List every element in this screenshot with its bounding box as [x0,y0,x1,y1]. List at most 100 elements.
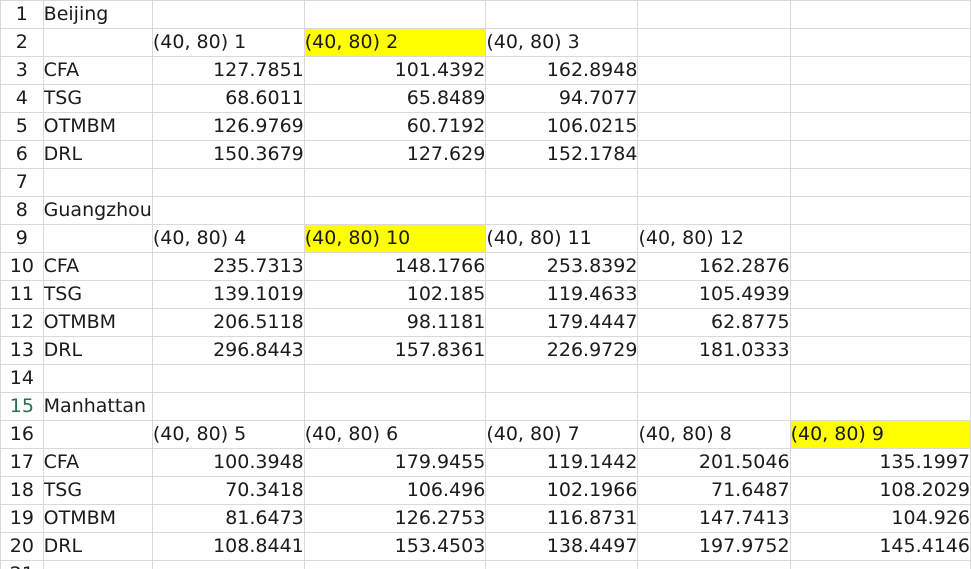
sheet-cell[interactable] [789,28,971,57]
sheet-cell[interactable]: 127.7851 [151,56,305,85]
row-header[interactable]: 19 [0,504,44,533]
sheet-cell[interactable]: 100.3948 [151,448,305,477]
row-header[interactable]: 21 [0,560,44,569]
sheet-cell[interactable] [637,28,791,57]
sheet-cell[interactable] [789,364,971,393]
sheet-cell[interactable]: 126.2753 [303,504,487,533]
sheet-cell[interactable] [637,140,791,169]
sheet-cell[interactable] [789,112,971,141]
row-header[interactable]: 4 [0,84,44,113]
sheet-cell[interactable]: 68.6011 [151,84,305,113]
sheet-cell[interactable]: (40, 80) 1 [151,28,305,57]
sheet-cell[interactable]: 181.0333 [637,336,791,365]
sheet-cell[interactable] [789,84,971,113]
sheet-cell[interactable] [151,168,305,197]
sheet-cell[interactable]: 226.9729 [485,336,639,365]
sheet-cell[interactable]: CFA [42,56,153,85]
sheet-cell[interactable] [789,280,971,309]
sheet-cell[interactable]: 106.496 [303,476,487,505]
sheet-cell[interactable]: (40, 80) 5 [151,420,305,449]
sheet-cell[interactable] [485,168,639,197]
sheet-cell[interactable]: CFA [42,252,153,281]
sheet-cell[interactable]: (40, 80) 8 [637,420,791,449]
sheet-cell[interactable]: 206.5118 [151,308,305,337]
row-header[interactable]: 9 [0,224,44,253]
sheet-cell[interactable]: 148.1766 [303,252,487,281]
sheet-cell[interactable]: 153.4503 [303,532,487,561]
sheet-cell[interactable] [42,364,153,393]
sheet-cell[interactable]: OTMBM [42,504,153,533]
row-header[interactable]: 6 [0,140,44,169]
sheet-cell[interactable]: 162.8948 [485,56,639,85]
sheet-cell[interactable] [485,392,639,421]
sheet-cell[interactable]: 119.1442 [485,448,639,477]
sheet-cell[interactable]: 94.7077 [485,84,639,113]
sheet-cell[interactable]: 60.7192 [303,112,487,141]
sheet-cell[interactable]: (40, 80) 3 [485,28,639,57]
sheet-cell[interactable] [789,168,971,197]
sheet-cell[interactable] [151,0,305,29]
row-header[interactable]: 1 [0,0,44,29]
row-header[interactable]: 17 [0,448,44,477]
sheet-cell[interactable]: 147.7413 [637,504,791,533]
sheet-cell[interactable]: 65.8489 [303,84,487,113]
sheet-cell[interactable]: DRL [42,532,153,561]
row-header[interactable]: 18 [0,476,44,505]
sheet-cell[interactable]: (40, 80) 12 [637,224,791,253]
sheet-cell[interactable]: CFA [42,448,153,477]
sheet-cell[interactable]: (40, 80) 7 [485,420,639,449]
sheet-cell[interactable]: 108.2029 [789,476,971,505]
row-header[interactable]: 15 [0,392,44,421]
sheet-cell[interactable] [42,168,153,197]
sheet-cell[interactable] [637,196,791,225]
sheet-cell[interactable]: 116.8731 [485,504,639,533]
sheet-cell[interactable]: 119.4633 [485,280,639,309]
sheet-cell[interactable] [637,560,791,569]
sheet-cell[interactable]: 162.2876 [637,252,791,281]
sheet-cell[interactable] [637,84,791,113]
sheet-cell[interactable]: TSG [42,280,153,309]
sheet-cell[interactable]: 179.9455 [303,448,487,477]
sheet-cell[interactable]: 152.1784 [485,140,639,169]
sheet-cell[interactable] [42,420,153,449]
row-header[interactable]: 20 [0,532,44,561]
sheet-cell[interactable]: 139.1019 [151,280,305,309]
sheet-cell[interactable] [303,168,487,197]
sheet-cell[interactable] [151,392,305,421]
sheet-cell[interactable]: Beijing [42,0,153,29]
sheet-cell[interactable]: 62.8775 [637,308,791,337]
sheet-cell[interactable] [637,364,791,393]
sheet-cell[interactable]: 150.3679 [151,140,305,169]
sheet-cell[interactable] [485,364,639,393]
sheet-cell[interactable]: TSG [42,84,153,113]
sheet-cell[interactable] [303,196,487,225]
sheet-cell[interactable]: 101.4392 [303,56,487,85]
row-header[interactable]: 5 [0,112,44,141]
sheet-cell[interactable]: OTMBM [42,112,153,141]
sheet-cell[interactable] [151,364,305,393]
sheet-cell[interactable]: OTMBM [42,308,153,337]
row-header[interactable]: 12 [0,308,44,337]
sheet-cell[interactable]: 105.4939 [637,280,791,309]
sheet-cell[interactable]: 126.9769 [151,112,305,141]
sheet-cell[interactable]: 179.4447 [485,308,639,337]
sheet-cell[interactable]: 108.8441 [151,532,305,561]
sheet-cell[interactable]: 127.629 [303,140,487,169]
row-header[interactable]: 8 [0,196,44,225]
sheet-cell[interactable] [789,0,971,29]
sheet-cell[interactable]: (40, 80) 2 [303,28,487,57]
sheet-cell[interactable]: 197.9752 [637,532,791,561]
sheet-cell[interactable] [485,0,639,29]
sheet-cell[interactable]: 71.6487 [637,476,791,505]
sheet-cell[interactable]: (40, 80) 10 [303,224,487,253]
sheet-cell[interactable]: 253.8392 [485,252,639,281]
row-header[interactable]: 7 [0,168,44,197]
row-header[interactable]: 3 [0,56,44,85]
sheet-cell[interactable] [637,56,791,85]
sheet-cell[interactable] [303,560,487,569]
sheet-cell[interactable]: TSG [42,476,153,505]
sheet-cell[interactable] [637,392,791,421]
sheet-cell[interactable]: (40, 80) 9 [789,420,971,449]
sheet-cell[interactable] [637,0,791,29]
sheet-cell[interactable]: 102.1966 [485,476,639,505]
